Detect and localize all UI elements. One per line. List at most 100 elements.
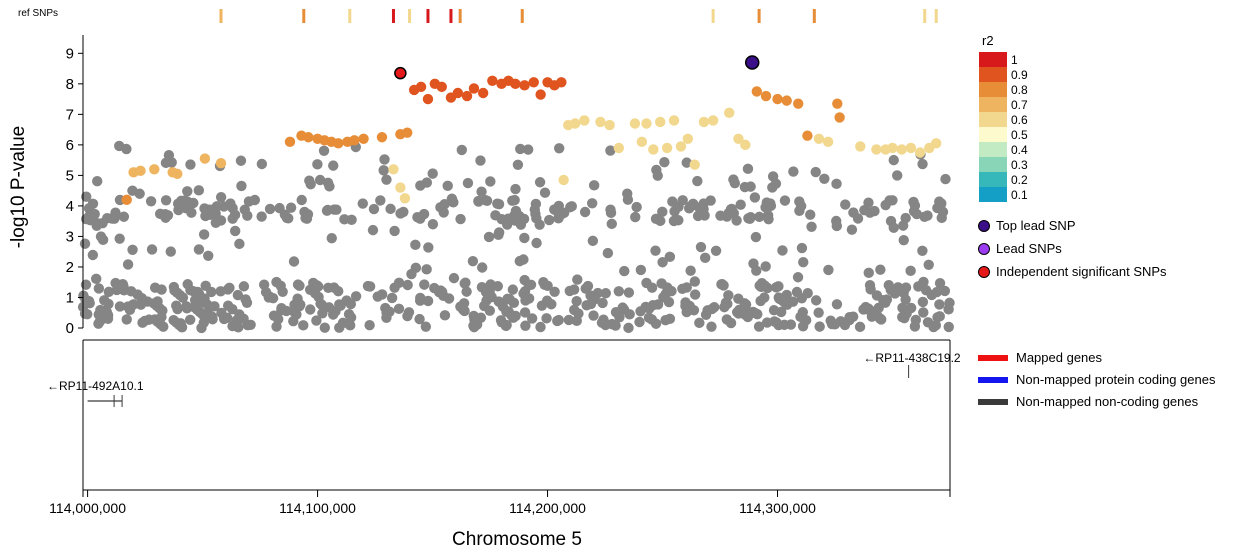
y-tick-label: 3 [66,228,74,245]
snp-point [402,127,413,138]
background-snp-point [605,204,616,215]
snp-point [707,115,719,126]
background-snp-point [935,201,946,212]
background-snp-point [888,154,899,166]
background-snp-point [805,209,816,220]
background-snp-point [442,180,453,192]
background-snp-point [572,274,583,285]
ref-snp-tick [408,9,412,23]
snp-legend-entry: Lead SNPs [978,241,1062,256]
background-snp-point [798,257,809,268]
background-snp-point [97,217,108,229]
background-snp-point [455,213,466,225]
background-snp-point [276,302,287,314]
snp-point [629,118,641,129]
background-snp-point [635,264,647,276]
background-snp-point [917,296,929,308]
snp-point [832,98,843,109]
background-snp-point [664,251,676,263]
background-snp-point [154,208,166,220]
background-snp-point [202,310,213,321]
background-snp-point [531,237,542,249]
snp-point [388,164,399,175]
background-snp-point [813,307,824,318]
snp-point [510,78,521,90]
r2-label: 0.9 [1011,68,1028,82]
snp-point [641,118,652,129]
background-snp-point [507,284,519,295]
background-snp-point [657,257,668,268]
x-tick-label: 114,200,000 [509,500,586,516]
snp-point [914,147,926,158]
background-snp-point [110,207,121,218]
background-snp-point [598,314,609,325]
background-snp-point [744,213,756,225]
background-snp-point [592,287,604,299]
background-snp-point [794,196,805,207]
background-snp-point [319,322,331,333]
snp-point [558,174,569,186]
background-snp-point [439,198,450,210]
y-tick-label: 5 [66,167,74,184]
background-snp-point [710,245,722,257]
background-snp-point [176,322,188,333]
snp-legend-label: Top lead SNP [996,218,1076,233]
background-snp-point [240,294,251,305]
background-snp-point [751,265,762,276]
background-snp-point [831,220,843,232]
snp-point [689,159,700,170]
background-snp-point [519,232,530,244]
background-snp-point [684,203,695,214]
background-snp-point [403,307,415,318]
background-snp-point [362,280,374,292]
gene-legend-label: Non-mapped non-coding genes [1016,394,1199,409]
background-snp-point [80,279,92,290]
background-snp-point [719,301,730,313]
background-snp-point [227,202,238,214]
background-snp-point [745,181,756,192]
background-snp-point [483,231,495,243]
background-snp-point [733,293,744,304]
background-snp-point [236,180,247,192]
background-snp-point [739,304,751,315]
background-snp-point [393,277,405,288]
background-snp-point [692,175,703,187]
snp-point [855,141,866,152]
y-tick-label: 4 [66,198,74,215]
background-snp-point [339,214,350,225]
snp-point [303,132,314,143]
background-snp-point [291,309,302,320]
background-snp-point [186,207,197,218]
background-snp-point [814,321,825,332]
background-snp-point [379,154,390,165]
background-snp-point [439,310,451,321]
background-snp-point [810,295,822,306]
background-snp-point [242,210,253,221]
background-snp-point [203,250,214,262]
background-snp-point [779,195,791,206]
background-snp-point [193,244,205,255]
background-snp-point [455,301,466,312]
snp-point [887,142,898,154]
background-snp-point [185,159,196,170]
background-snp-point [493,229,504,241]
background-snp-point [493,199,505,210]
background-snp-point [922,210,933,221]
background-snp-point [623,322,634,334]
background-snp-point [753,321,765,332]
background-snp-point [145,196,157,207]
background-snp-point [623,287,635,298]
background-snp-point [656,278,667,289]
colored-snps [121,55,942,206]
snp-point [399,193,411,204]
background-snp-point [869,205,880,217]
snp-point [905,142,917,154]
background-snp-point [663,296,675,308]
background-snp-point [368,203,380,215]
snp-point [556,77,567,88]
background-snp-point [588,310,599,321]
y-axis-label: -log10 P-value [8,126,29,249]
background-snp-point [529,204,540,215]
gene-legend-entry: Non-mapped non-coding genes [978,394,1198,409]
snp-point [477,87,489,99]
